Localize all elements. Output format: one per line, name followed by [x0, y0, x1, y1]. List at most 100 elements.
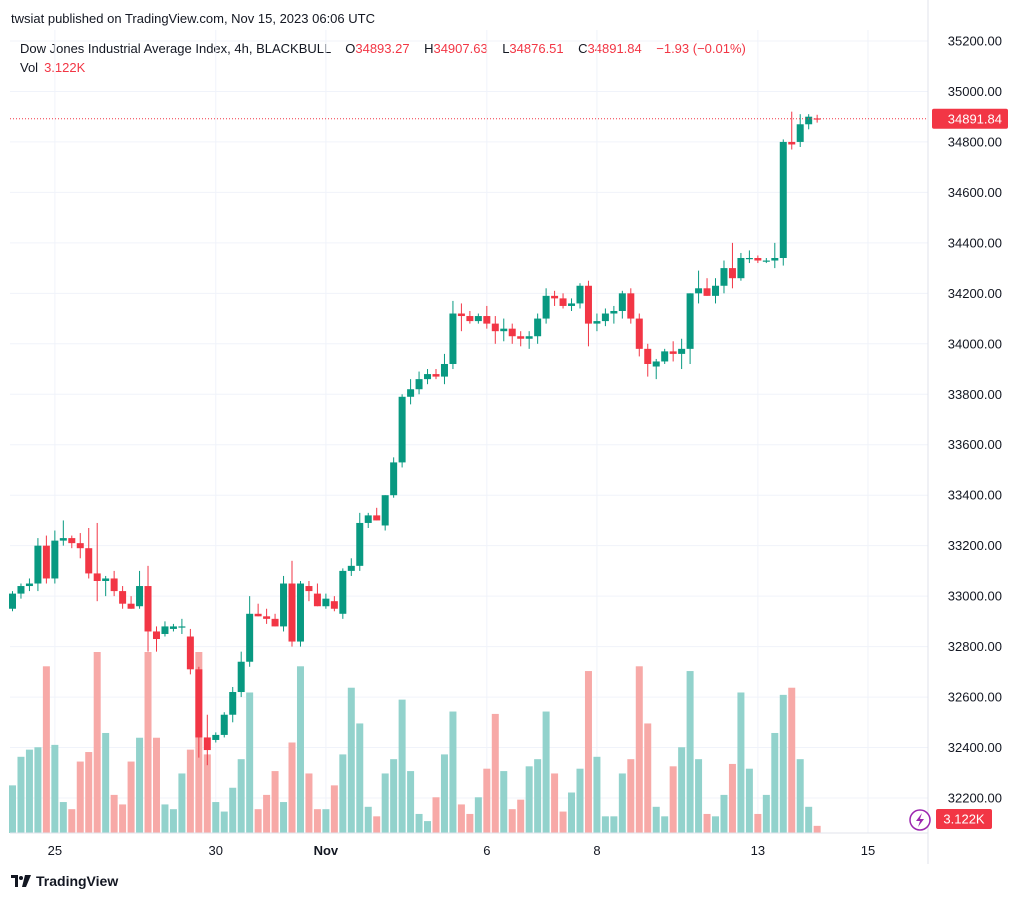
candle-body: [635, 318, 643, 349]
candle-body: [313, 593, 321, 607]
published-caption: twsiat published on TradingView.com, Nov…: [11, 11, 375, 26]
candle-body: [280, 583, 288, 627]
volume-bar: [305, 773, 313, 833]
volume-bar: [466, 813, 474, 833]
volume-bar: [110, 794, 118, 833]
volume-bar: [568, 792, 576, 833]
y-tick-label: 32800.00: [948, 639, 1002, 654]
volume-bars: [9, 652, 821, 833]
x-tick-label: Nov: [314, 843, 339, 858]
candle-body: [424, 374, 432, 380]
volume-bar: [474, 797, 482, 833]
volume-bar: [407, 771, 415, 833]
volume-badge: [936, 809, 992, 829]
volume-bar: [59, 802, 67, 833]
volume-bar: [457, 804, 465, 833]
volume-bar: [186, 749, 194, 833]
time-axis[interactable]: 25 30 Nov 6 8 13 15: [10, 832, 928, 858]
x-tick-label: 30: [209, 843, 223, 858]
candle-body: [9, 593, 16, 609]
volume-bar: [508, 809, 516, 833]
volume-bar: [76, 761, 84, 833]
volume-bar: [703, 813, 711, 833]
candle-body: [678, 348, 686, 354]
volume-bar: [42, 666, 50, 833]
candle-body: [102, 578, 110, 581]
candle-body: [737, 258, 745, 279]
volume-bar: [246, 692, 254, 833]
candle-body: [364, 515, 372, 523]
candle-body: [51, 540, 59, 579]
volume-bar: [661, 816, 669, 833]
price-axis[interactable]: 35200.00 35000.00 34800.00 34600.00 34400.00…: [927, 0, 1002, 864]
candle-body: [237, 661, 245, 693]
x-tick-label: 6: [483, 843, 490, 858]
volume-bar: [525, 766, 533, 833]
candle-body: [644, 348, 652, 364]
volume-bar: [796, 759, 804, 833]
candle-body: [271, 618, 279, 627]
volume-bar: [415, 813, 423, 833]
candle-body: [449, 313, 457, 364]
volume-bar: [169, 809, 177, 833]
volume-bar: [424, 821, 432, 833]
volume-bar: [229, 787, 237, 833]
candle-body: [263, 616, 271, 619]
volume-bar: [534, 759, 542, 833]
volume-bar: [635, 666, 643, 833]
tradingview-logo-icon: [11, 875, 31, 887]
candle-body: [195, 669, 203, 738]
y-tick-label: 32400.00: [948, 740, 1002, 755]
volume-bar: [500, 771, 508, 833]
candle-body: [466, 316, 474, 322]
y-tick-label: 35000.00: [948, 84, 1002, 99]
volume-bar: [330, 785, 338, 833]
volume-bar: [161, 804, 169, 833]
volume-bar: [119, 804, 127, 833]
symbol-title[interactable]: Dow Jones Industrial Average Index, 4h, …: [20, 41, 331, 56]
brand-name: TradingView: [36, 873, 119, 889]
candle-body: [568, 303, 576, 306]
open-value: 34893.27: [355, 41, 410, 56]
volume-bar: [669, 766, 677, 833]
volume-bar: [322, 809, 330, 833]
volume-bar: [618, 773, 626, 833]
candle-body: [127, 603, 135, 609]
candle-body: [93, 573, 101, 581]
volume-bar: [551, 773, 559, 833]
vol-label[interactable]: Vol: [20, 60, 39, 75]
y-tick-label: 33600.00: [948, 437, 1002, 452]
candle-body: [407, 389, 415, 397]
candle-body: [68, 538, 76, 544]
volume-bar: [576, 768, 584, 833]
candle-body: [661, 351, 669, 362]
volume-bar: [627, 759, 635, 833]
candle-body: [508, 328, 516, 337]
volume-bar: [313, 809, 321, 833]
candle-body: [703, 288, 711, 296]
volume-bar: [601, 816, 609, 833]
volume-bar: [144, 652, 152, 833]
volume-bar: [610, 816, 618, 833]
candle-body: [593, 321, 601, 324]
volume-bar: [254, 809, 262, 833]
candle-body: [381, 495, 389, 526]
footer-brand[interactable]: TradingView: [11, 873, 118, 889]
volume-bar: [652, 806, 660, 833]
current-price-badge: [932, 108, 1008, 129]
candle-body: [229, 692, 237, 715]
candle-body: [720, 268, 728, 286]
lightning-icon[interactable]: [909, 809, 931, 831]
volume-bar: [347, 687, 355, 833]
candle-body: [390, 462, 398, 496]
y-tick-label: 34600.00: [948, 185, 1002, 200]
candle-body: [500, 328, 508, 332]
close-label: C: [578, 41, 588, 56]
candle-body: [296, 583, 304, 642]
volume-bar: [93, 652, 101, 833]
candle-body: [169, 626, 177, 629]
y-tick-label: 33200.00: [948, 538, 1002, 553]
volume-bar: [542, 711, 550, 833]
volume-bar: [695, 759, 703, 833]
